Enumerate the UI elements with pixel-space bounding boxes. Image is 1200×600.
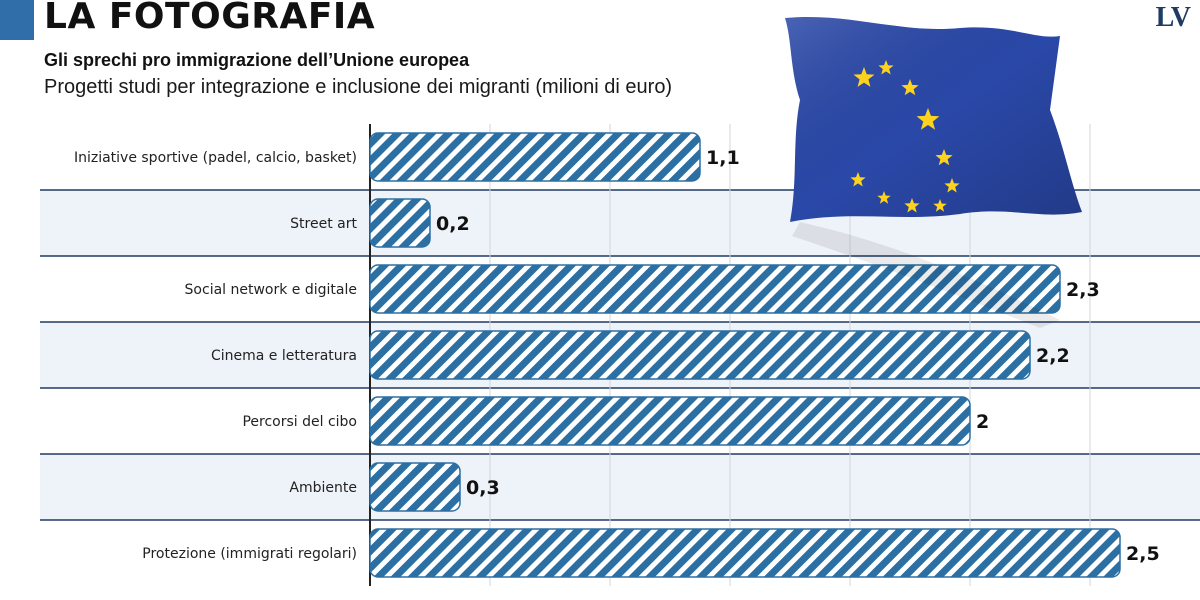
- flag-star: [916, 108, 940, 130]
- chart-description: Progetti studi per integrazione e inclus…: [44, 76, 673, 98]
- bar: [369, 264, 1061, 314]
- bars: [369, 132, 1121, 578]
- category-label: Iniziative sportive (padel, calcio, bask…: [74, 150, 357, 166]
- value-label: 0,2: [436, 213, 470, 235]
- brand-logo: LV: [1155, 2, 1191, 33]
- bar: [369, 396, 971, 446]
- flag-star: [850, 172, 866, 187]
- bar: [369, 132, 701, 182]
- flag-star: [933, 199, 947, 212]
- flag-shadow: [792, 222, 1060, 328]
- category-label: Protezione (immigrati regolari): [142, 546, 357, 562]
- flag-star: [944, 178, 960, 193]
- bar: [369, 462, 461, 512]
- value-label: 1,1: [706, 147, 740, 169]
- value-label: 2,2: [1036, 345, 1070, 367]
- bar: [369, 528, 1121, 578]
- category-label: Cinema e letteratura: [211, 348, 357, 364]
- flag-star: [904, 198, 920, 213]
- accent-square: [0, 0, 34, 40]
- flag-star: [878, 60, 894, 75]
- value-label: 2,5: [1126, 543, 1160, 565]
- category-label: Social network e digitale: [185, 282, 357, 298]
- category-label: Street art: [290, 216, 357, 232]
- chart-subtitle: Gli sprechi pro immigrazione dell’Unione…: [44, 50, 470, 70]
- value-label: 2,3: [1066, 279, 1100, 301]
- value-label: 2: [976, 411, 989, 433]
- flag-star: [935, 149, 953, 166]
- flag-star: [877, 191, 891, 204]
- page-title: LA FOTOGRAFIA: [44, 0, 376, 37]
- value-label: 0,3: [466, 477, 500, 499]
- category-label: Percorsi del cibo: [242, 414, 357, 430]
- bar: [369, 198, 431, 248]
- eu-flag-illustration: [785, 16, 1082, 328]
- bar: [369, 330, 1031, 380]
- flag-star: [853, 67, 875, 87]
- category-label: Ambiente: [289, 480, 357, 496]
- labels: Iniziative sportive (padel, calcio, bask…: [74, 147, 1160, 565]
- flag-star: [901, 79, 919, 96]
- row-band: [40, 454, 1200, 520]
